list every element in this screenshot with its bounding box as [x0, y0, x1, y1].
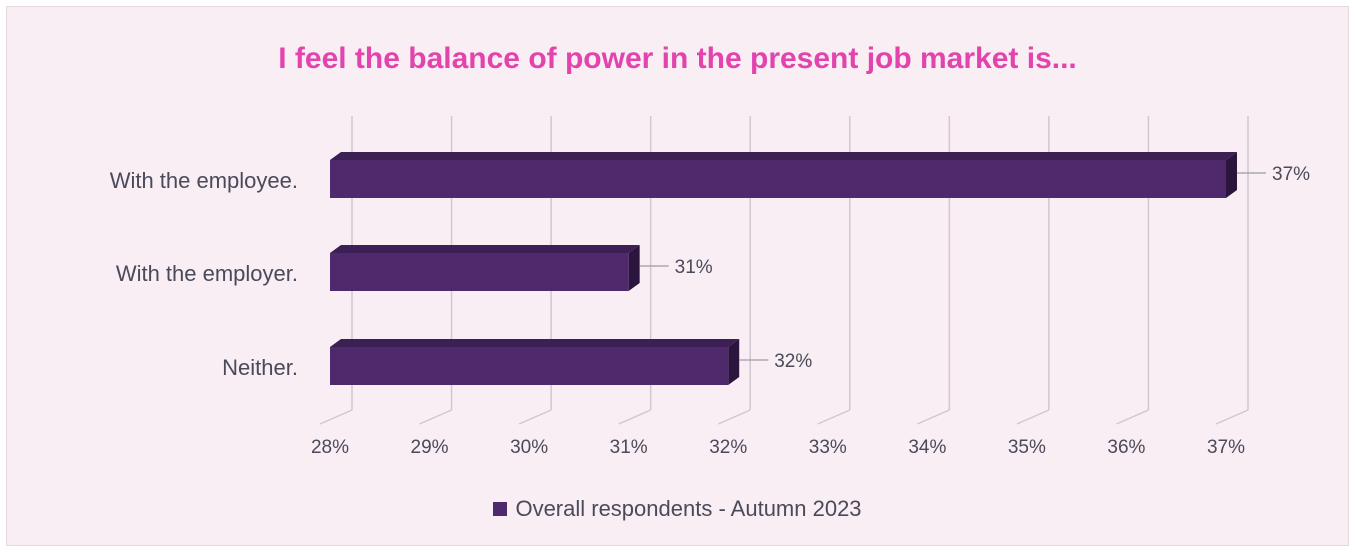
bar-side-face [1226, 152, 1237, 198]
bar [330, 160, 1226, 198]
chart-title: I feel the balance of power in the prese… [278, 42, 1077, 75]
gridline-floor [1215, 409, 1249, 425]
gridline-floor [618, 409, 651, 425]
x-tick-label: 28% [311, 437, 349, 458]
gridline-floor [717, 409, 751, 425]
x-tick-label: 37% [1207, 437, 1245, 458]
x-tick-label: 29% [411, 437, 449, 458]
gridline-floor [817, 409, 851, 425]
data-label: 32% [774, 351, 812, 372]
data-label: 31% [675, 257, 713, 278]
category-label: With the employee. [110, 168, 298, 193]
gridline-floor [419, 409, 452, 425]
x-tick-label: 34% [908, 437, 946, 458]
x-tick-label: 31% [610, 437, 648, 458]
x-tick-label: 32% [709, 437, 747, 458]
gridline-floor [917, 409, 950, 425]
legend-swatch [493, 502, 508, 516]
bar [330, 347, 729, 385]
legend: Overall respondents - Autumn 2023 [0, 496, 1355, 522]
bar-side-face [728, 339, 740, 385]
bar-top-face [330, 339, 740, 347]
data-label: 37% [1272, 164, 1310, 185]
bar-top-face [330, 245, 640, 253]
gridline-floor [1016, 409, 1050, 425]
x-tick-label: 35% [1008, 437, 1046, 458]
gridline-floor [319, 409, 353, 425]
gridline-floor [1116, 409, 1149, 425]
bar-top-face [330, 152, 1237, 160]
chart-area [6, 6, 1349, 546]
x-tick-label: 36% [1107, 437, 1145, 458]
x-tick-label: 33% [809, 437, 847, 458]
category-label: With the employer. [116, 261, 298, 286]
category-label: Neither. [222, 355, 298, 380]
legend-label: Overall respondents - Autumn 2023 [515, 496, 862, 521]
bar-side-face [628, 245, 640, 291]
x-tick-label: 30% [510, 437, 548, 458]
bar [330, 253, 629, 291]
gridline-floor [518, 409, 552, 425]
